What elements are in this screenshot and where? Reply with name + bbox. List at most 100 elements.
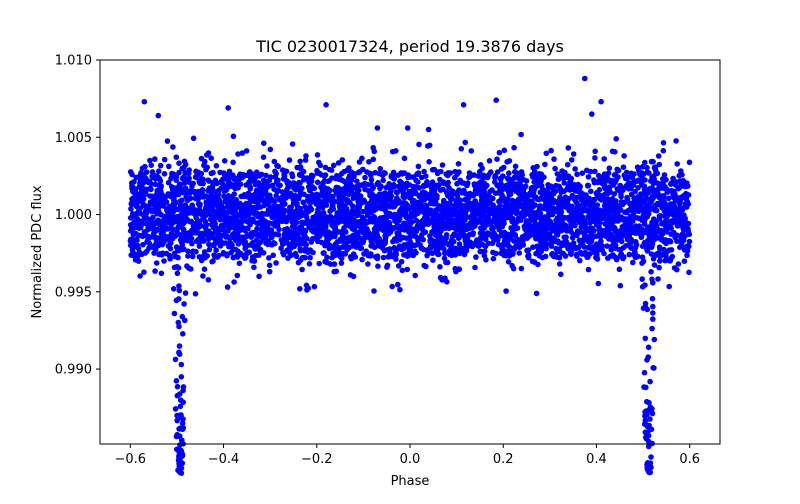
data-point — [168, 191, 174, 198]
data-point — [617, 282, 624, 289]
data-point — [149, 173, 156, 179]
data-point — [273, 170, 280, 177]
data-point — [601, 202, 608, 209]
data-point — [505, 189, 512, 195]
data-point — [585, 182, 591, 189]
data-point — [495, 183, 501, 189]
data-point — [246, 249, 253, 256]
data-point — [252, 191, 258, 198]
data-point — [514, 239, 520, 246]
data-point — [185, 197, 191, 203]
data-point — [601, 207, 607, 214]
data-point — [303, 207, 310, 213]
data-point — [148, 186, 154, 193]
data-point — [537, 235, 544, 241]
data-point — [612, 149, 618, 155]
data-point — [274, 205, 281, 212]
data-point — [286, 157, 293, 163]
data-point — [656, 264, 662, 271]
data-point — [537, 215, 544, 221]
data-point — [533, 290, 540, 297]
data-point — [482, 236, 489, 243]
data-point — [621, 254, 627, 260]
data-point — [339, 177, 346, 184]
data-point — [479, 165, 486, 172]
data-point — [155, 242, 162, 249]
data-point — [490, 195, 496, 202]
data-point — [673, 138, 679, 144]
data-point — [223, 209, 229, 216]
data-point — [203, 222, 210, 228]
data-point — [305, 285, 312, 292]
data-point — [629, 224, 636, 230]
data-point — [156, 182, 162, 189]
data-point — [656, 244, 663, 250]
data-point — [647, 378, 653, 385]
data-point — [511, 244, 518, 251]
data-point — [474, 181, 481, 187]
data-point — [178, 412, 184, 419]
data-point — [197, 201, 203, 207]
data-point — [185, 253, 191, 259]
data-point — [127, 228, 134, 234]
data-point — [206, 246, 213, 253]
data-point — [645, 344, 652, 351]
data-point — [660, 147, 667, 154]
data-point — [503, 182, 510, 189]
data-point — [561, 180, 568, 186]
data-point — [197, 180, 203, 186]
data-point — [614, 202, 621, 209]
data-point — [623, 169, 630, 176]
data-point — [444, 209, 451, 215]
data-point — [262, 189, 269, 195]
data-point — [420, 189, 426, 195]
data-point — [674, 215, 681, 221]
data-point — [329, 215, 336, 221]
data-point — [565, 145, 572, 151]
data-point — [140, 241, 146, 248]
data-point — [362, 186, 368, 193]
data-point — [574, 200, 580, 206]
data-point — [551, 156, 557, 162]
data-point — [300, 168, 307, 175]
data-point — [326, 245, 333, 251]
data-point — [599, 243, 605, 249]
data-point — [210, 169, 216, 176]
data-point — [369, 191, 376, 198]
data-point — [329, 222, 335, 228]
data-point — [510, 265, 517, 272]
data-point — [594, 202, 601, 208]
data-point — [506, 158, 513, 164]
data-point — [299, 254, 306, 261]
data-point — [686, 238, 693, 245]
data-point — [335, 211, 342, 218]
data-point — [522, 226, 529, 232]
data-point — [467, 173, 473, 180]
data-point — [568, 205, 574, 211]
data-point — [448, 237, 455, 244]
data-point — [455, 188, 462, 194]
y-tick-label: 0.995 — [55, 285, 92, 300]
data-point — [552, 165, 558, 172]
data-point — [358, 240, 364, 246]
data-point — [242, 254, 249, 261]
data-point — [518, 131, 524, 138]
data-point — [312, 235, 319, 242]
data-point — [349, 212, 356, 218]
data-point — [344, 186, 351, 192]
data-point — [519, 172, 525, 178]
data-point — [404, 251, 410, 257]
data-point — [422, 211, 429, 217]
data-point — [491, 237, 497, 244]
data-point — [598, 215, 605, 222]
data-point — [561, 196, 567, 203]
data-point — [160, 193, 167, 200]
data-point — [389, 283, 396, 290]
data-point — [179, 246, 186, 253]
data-point — [520, 188, 526, 194]
data-point — [568, 157, 575, 163]
data-point — [438, 234, 445, 241]
data-point — [238, 212, 244, 219]
data-point — [148, 193, 155, 200]
data-point — [323, 219, 329, 225]
